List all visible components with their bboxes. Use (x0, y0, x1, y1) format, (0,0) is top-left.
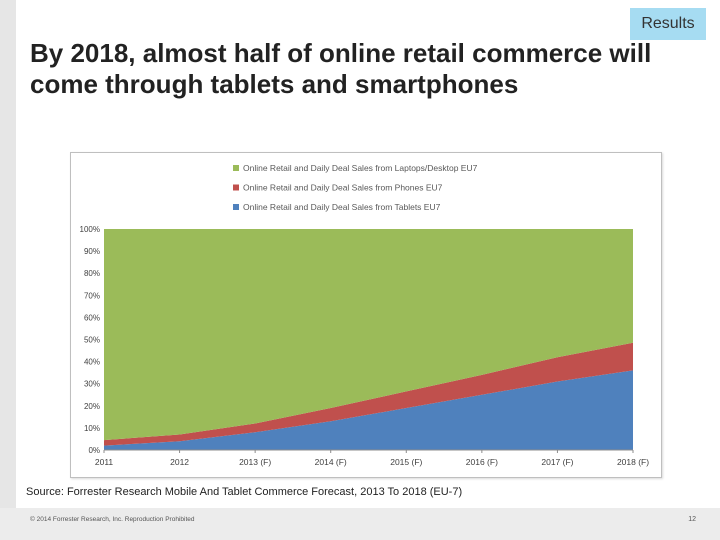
x-axis: 2011 2012 2013 (F) 2014 (F) 2015 (F) 2016 (F)… (95, 449, 649, 467)
y-tick-label: 70% (84, 291, 100, 300)
chart-panel: Online Retail and Daily Deal Sales from … (70, 152, 662, 478)
y-tick-label: 90% (84, 247, 100, 256)
slide-title: By 2018, almost half of online retail co… (30, 38, 652, 99)
x-tick-label: 2018 (F) (617, 457, 649, 467)
copyright-text: © 2014 Forrester Research, Inc. Reproduc… (30, 516, 195, 523)
y-tick-label: 50% (84, 336, 100, 345)
y-tick-label: 100% (80, 225, 100, 234)
x-tick-label: 2017 (F) (541, 457, 573, 467)
x-tick-label: 2015 (F) (390, 457, 422, 467)
area-series (104, 342, 633, 446)
y-axis: 0% 10% 20% 30% 40% 50% 60% 70% 80% 90% 100% (80, 225, 100, 455)
legend-swatch (233, 204, 239, 210)
y-tick-label: 10% (84, 424, 100, 433)
legend-label: Online Retail and Daily Deal Sales from … (243, 163, 478, 173)
results-badge: Results (630, 8, 706, 40)
y-tick-label: 80% (84, 269, 100, 278)
y-tick-label: 30% (84, 380, 100, 389)
area-series (104, 370, 633, 450)
x-tick-label: 2013 (F) (239, 457, 271, 467)
x-tick-label: 2012 (170, 457, 189, 467)
y-tick-label: 0% (88, 446, 100, 455)
chart-areas (104, 229, 633, 450)
chart-legend: Online Retail and Daily Deal Sales from … (233, 163, 478, 212)
x-tick-label: 2011 (95, 457, 114, 467)
stacked-area-chart: Online Retail and Daily Deal Sales from … (80, 163, 650, 467)
x-tick-label: 2016 (F) (466, 457, 498, 467)
x-tick-label: 2014 (F) (315, 457, 347, 467)
source-note: Source: Forrester Research Mobile And Ta… (26, 486, 463, 498)
y-tick-label: 40% (84, 358, 100, 367)
legend-swatch (233, 184, 239, 191)
legend-label: Online Retail and Daily Deal Sales from … (243, 183, 443, 193)
footer-bar (0, 508, 720, 540)
legend-swatch (233, 165, 239, 171)
page-number: 12 (688, 516, 696, 523)
y-tick-label: 60% (84, 313, 100, 322)
left-accent-bar (0, 0, 16, 540)
y-tick-label: 20% (84, 402, 100, 411)
area-series (104, 229, 633, 441)
legend-label: Online Retail and Daily Deal Sales from … (243, 202, 441, 212)
